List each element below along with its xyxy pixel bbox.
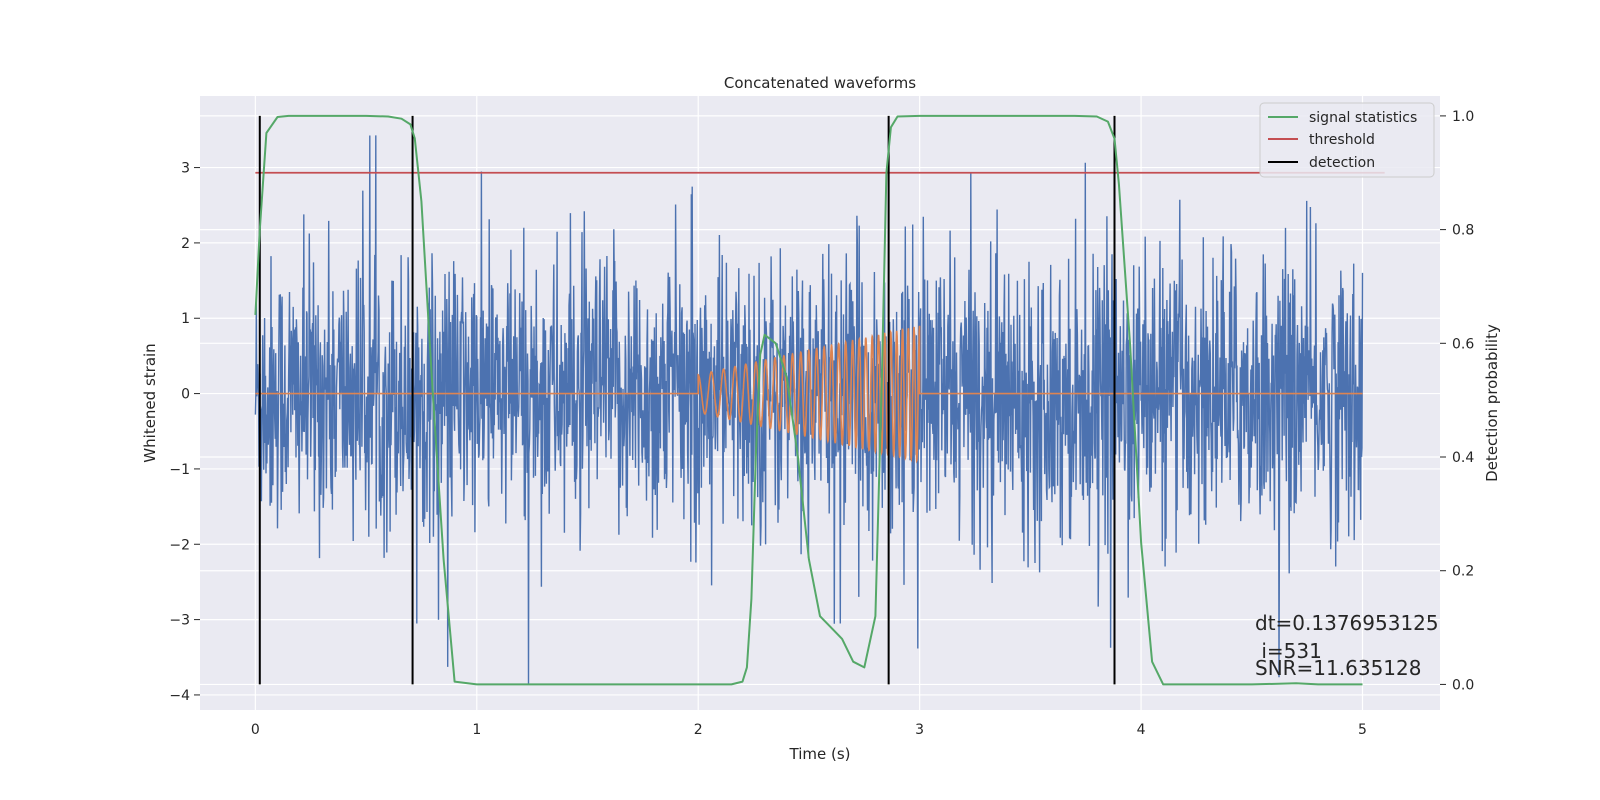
detection-series — [258, 115, 1116, 685]
y-tick-label: −3 — [169, 613, 190, 629]
noise-line — [254, 135, 1364, 684]
y2-tick-label: 0.8 — [1452, 223, 1474, 239]
legend-box — [1259, 102, 1435, 178]
y-axis-ticks: −4 −3 −2 −1 0 1 2 3 — [169, 161, 200, 704]
y-tick-label: 2 — [181, 236, 190, 252]
template-line — [255, 325, 1363, 464]
y-tick-label: 3 — [181, 161, 190, 177]
plot-content — [254, 114, 1385, 686]
annotation-snr: SNR=11.635128 — [1255, 656, 1421, 680]
x-axis-label: Time (s) — [789, 745, 851, 763]
y-tick-label: 0 — [181, 387, 190, 403]
signal-statistics-series — [254, 114, 1363, 686]
x-axis-ticks: 0 1 2 3 4 5 — [251, 722, 1367, 738]
y2-tick-label: 0.2 — [1452, 564, 1474, 580]
y2-tick-label: 0.6 — [1452, 336, 1474, 352]
signal-statistics-line — [254, 114, 1363, 686]
y-tick-label: −1 — [169, 462, 190, 478]
x-tick-label: 1 — [472, 722, 481, 738]
y-tick-label: −4 — [169, 688, 190, 704]
y-tick-label: −2 — [169, 537, 190, 553]
annotation-i: i=531 — [1255, 639, 1322, 663]
y2-tick-label: 0.4 — [1452, 450, 1474, 466]
legend-label-detection: detection — [1309, 155, 1375, 171]
x-tick-label: 5 — [1358, 722, 1367, 738]
y2-axis-ticks: 0.0 0.2 0.4 0.6 0.8 1.0 — [1440, 109, 1474, 693]
annotation-dt: dt=0.1376953125 — [1255, 611, 1439, 635]
y2-axis-label: Detection probability — [1483, 324, 1501, 482]
y2-tick-label: 0.0 — [1452, 677, 1474, 693]
legend: signal statistics threshold detection — [1259, 102, 1435, 178]
legend-label-signal-statistics: signal statistics — [1309, 110, 1417, 126]
y2-tick-label: 1.0 — [1452, 109, 1474, 125]
x-tick-label: 4 — [1137, 722, 1146, 738]
y-tick-label: 1 — [181, 311, 190, 327]
chart-title: Concatenated waveforms — [724, 74, 916, 92]
template-series — [255, 325, 1363, 464]
x-tick-label: 0 — [251, 722, 260, 738]
y-axis-label: Whitened strain — [141, 343, 159, 462]
x-tick-label: 2 — [694, 722, 703, 738]
noise-series — [254, 135, 1364, 684]
x-tick-label: 3 — [915, 722, 924, 738]
legend-label-threshold: threshold — [1309, 132, 1375, 148]
